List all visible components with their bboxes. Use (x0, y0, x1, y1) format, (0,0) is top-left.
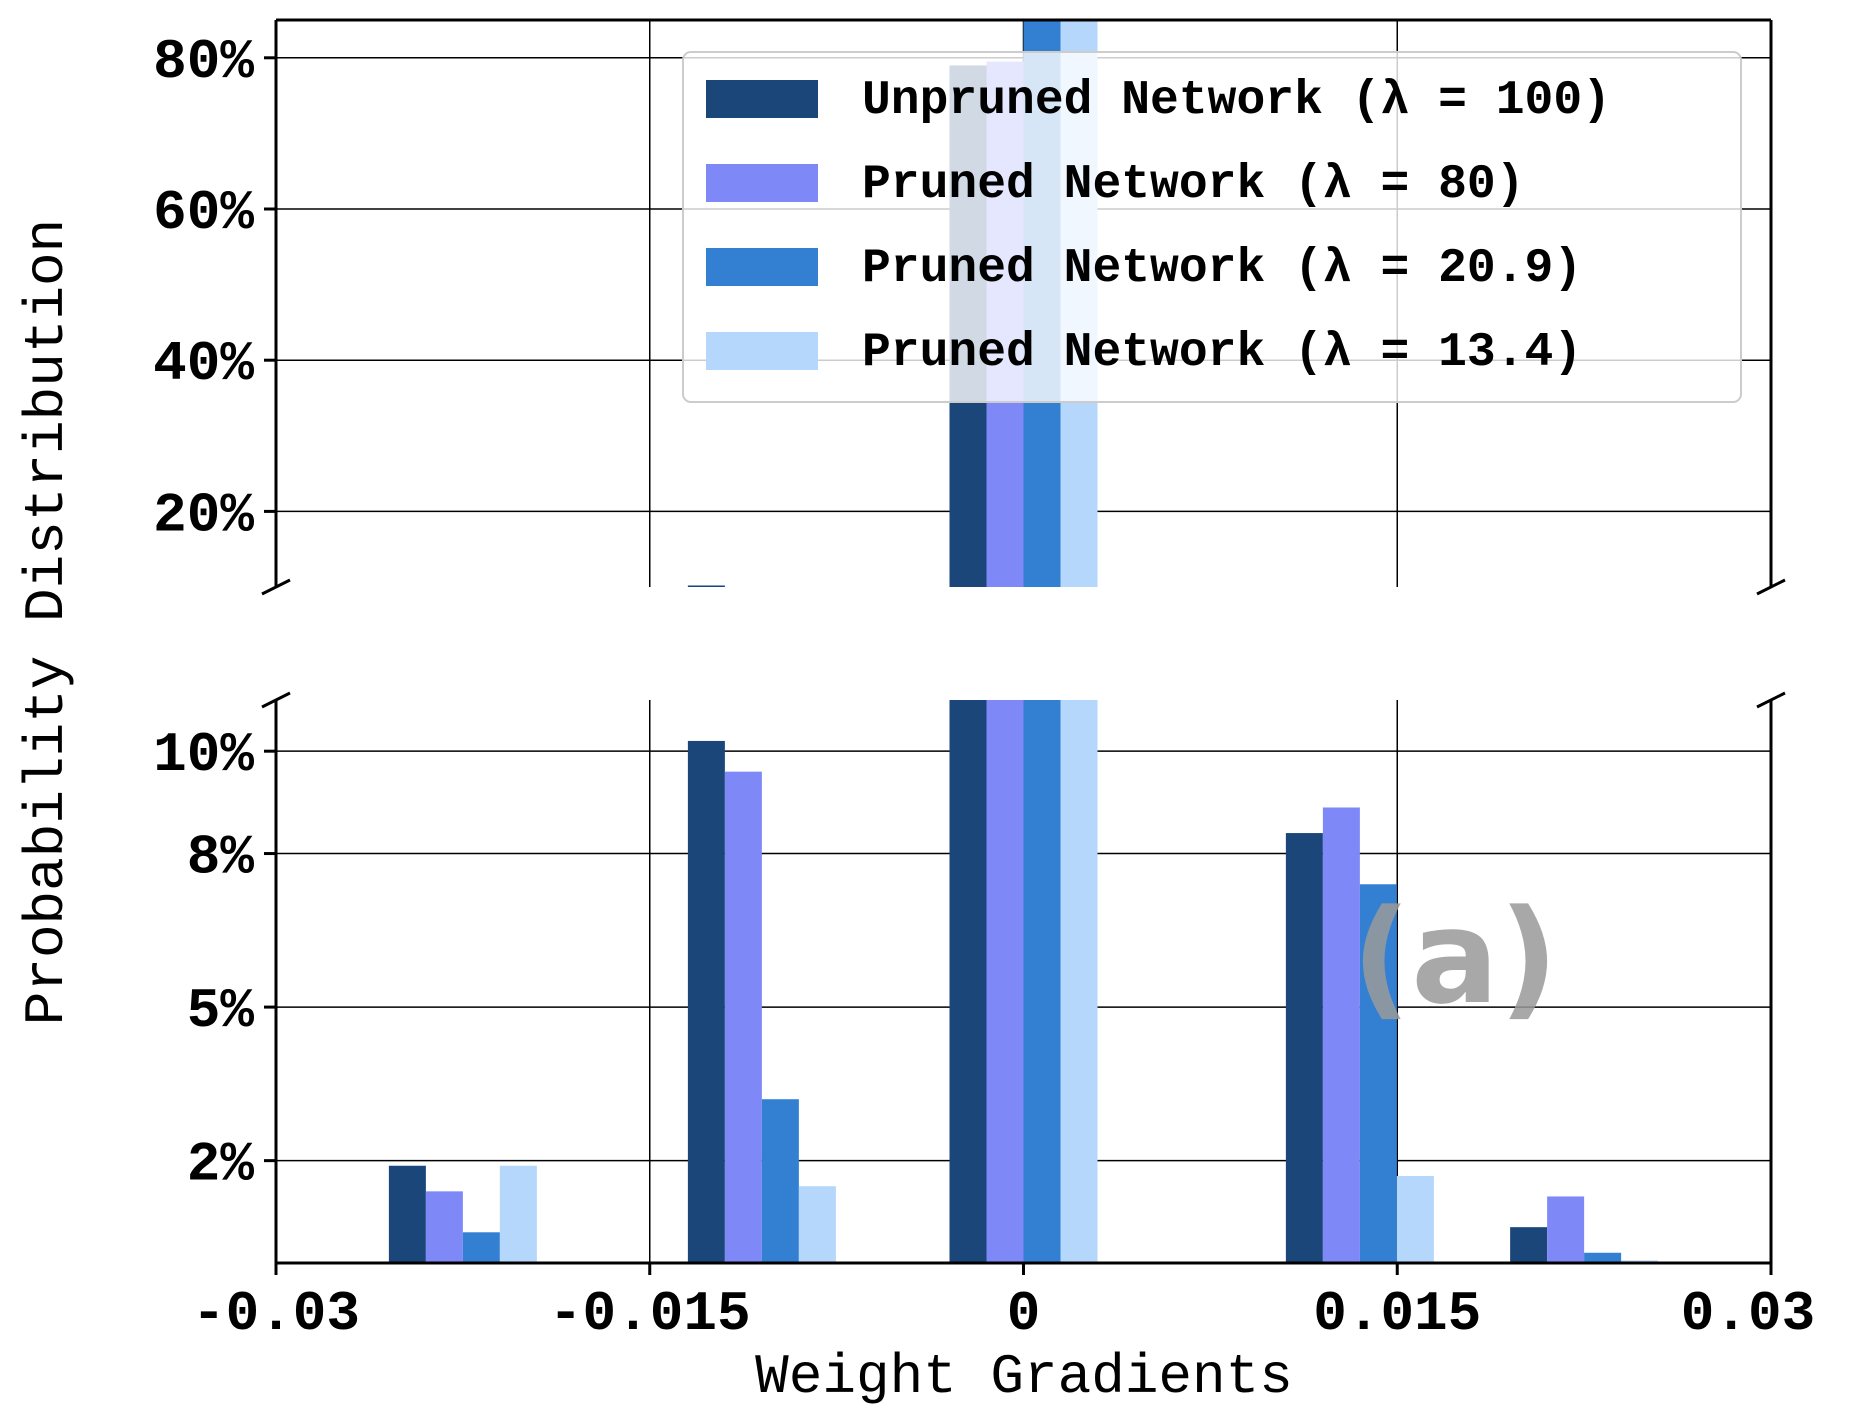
bar-lower-2-1 (761, 1099, 799, 1263)
y-tick-label: 40% (153, 332, 254, 396)
legend-label-3: Pruned Network (λ = 13.4) (862, 326, 1582, 380)
x-tick-label: 0.015 (1313, 1282, 1481, 1346)
legend-label-1: Pruned Network (λ = 80) (862, 158, 1525, 212)
bar-lower-3-1 (798, 1186, 836, 1263)
bar-lower-3-0 (499, 1165, 537, 1263)
y-tick-label: 2% (187, 1133, 255, 1197)
bar-lower-0-2 (949, 700, 987, 1263)
bar-upper-0-1 (687, 585, 725, 587)
y-tick-label: 80% (153, 30, 254, 94)
bar-lower-1-4 (1547, 1196, 1585, 1263)
y-tick-label: 20% (153, 483, 254, 547)
bar-lower-3-3 (1396, 1175, 1434, 1263)
x-tick-label: 0 (1007, 1282, 1041, 1346)
legend-swatch-1 (706, 164, 818, 202)
axis-break-mark (261, 578, 291, 596)
legend-swatch-3 (706, 332, 818, 370)
legend-swatch-0 (706, 80, 818, 118)
axis-break-mark (261, 691, 291, 709)
bar-lower-1-0 (425, 1191, 463, 1263)
tick-labels: -0.03 -0.015 0 0.015 0.03 2% 5% 8% 10% 20% 40% 60% 8… (153, 30, 1815, 1346)
y-tick-label: 8% (187, 826, 255, 890)
y-tick-label: 60% (153, 181, 254, 245)
bar-lower-3-2 (1060, 700, 1098, 1263)
bar-lower-2-3 (1359, 884, 1397, 1263)
x-tick-label: -0.015 (549, 1282, 751, 1346)
x-tick-label: -0.03 (192, 1282, 360, 1346)
legend-label-0: Unpruned Network (λ = 100) (862, 74, 1611, 128)
bar-lower-1-1 (724, 771, 762, 1263)
x-tick-label: 0.03 (1681, 1282, 1815, 1346)
bar-lower-0-4 (1510, 1227, 1548, 1263)
axes-frame (261, 18, 1786, 1265)
legend-label-2: Pruned Network (λ = 20.9) (862, 242, 1582, 296)
bar-lower-2-4 (1584, 1252, 1622, 1263)
x-axis-title: Weight Gradients (755, 1345, 1293, 1409)
legend: Unpruned Network (λ = 100) Pruned Network… (682, 51, 1742, 403)
y-tick-label: 5% (187, 979, 255, 1043)
legend-frame (682, 51, 1742, 403)
axis-break-mark (1756, 691, 1786, 709)
bar-lower-1-3 (1322, 807, 1360, 1263)
bar-lower-0-1 (687, 740, 725, 1263)
bar-lower-1-2 (986, 700, 1024, 1263)
bar-lower-2-2 (1023, 700, 1061, 1263)
axis-break-mark (1756, 578, 1786, 596)
bar-lower-0-3 (1285, 833, 1323, 1263)
bar-lower-2-0 (462, 1232, 500, 1263)
y-axis-title: Probability Distribution (15, 219, 79, 1026)
panel-annotation: (a) (1352, 881, 1559, 1033)
legend-swatch-2 (706, 248, 818, 286)
y-tick-label: 10% (153, 723, 254, 787)
bar-lower-0-0 (388, 1165, 426, 1263)
